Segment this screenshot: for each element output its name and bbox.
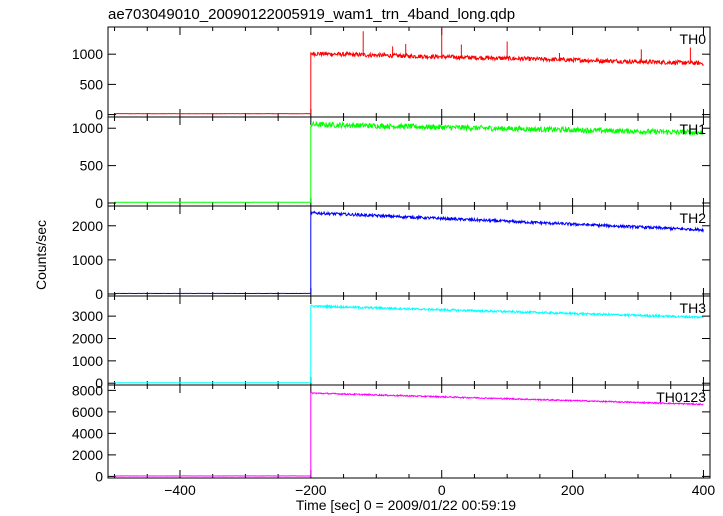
y-tick-label: 2000 (72, 218, 103, 234)
y-axis-label: Counts/sec (33, 220, 49, 290)
series-label-th2: TH2 (680, 210, 707, 226)
y-tick-label: 500 (80, 76, 104, 92)
y-tick-label: 2000 (72, 330, 103, 346)
y-tick-label: 1000 (72, 120, 103, 136)
series-line-th3 (114, 303, 704, 384)
series-line-th1 (114, 120, 704, 203)
y-tick-label: 2000 (72, 447, 103, 463)
y-tick-label: 1000 (72, 46, 103, 62)
y-tick-label: 4000 (72, 425, 103, 441)
y-tick-label: 0 (95, 286, 103, 302)
y-tick-label: 500 (80, 158, 104, 174)
series-line-th0123 (114, 391, 704, 477)
series-label-th0: TH0 (680, 31, 707, 47)
x-tick-label: 0 (438, 482, 446, 498)
x-tick-label: −200 (295, 482, 327, 498)
y-tick-label: 0 (95, 107, 103, 123)
panel-frame-th3 (107, 295, 711, 386)
x-tick-label: 200 (561, 482, 585, 498)
y-tick-label: 1000 (72, 252, 103, 268)
series-label-th0123: TH0123 (656, 389, 706, 405)
y-tick-label: 3000 (72, 308, 103, 324)
y-tick-label: 0 (95, 468, 103, 484)
y-tick-label: 6000 (72, 404, 103, 420)
panel-frame-th0 (107, 26, 711, 118)
series-line-th2 (114, 210, 704, 295)
y-tick-label: 0 (95, 195, 103, 211)
series-label-th3: TH3 (680, 300, 707, 316)
chart-title: ae703049010_20090122005919_wam1_trn_4ban… (108, 6, 515, 23)
y-tick-label: 0 (95, 375, 103, 391)
series-label-th1: TH1 (680, 121, 707, 137)
x-tick-label: 400 (692, 482, 716, 498)
panel-frame-th0123 (107, 384, 711, 479)
x-tick-label: −400 (164, 482, 196, 498)
y-tick-label: 8000 (72, 382, 103, 398)
x-axis-label: Time [sec] 0 = 2009/01/22 00:59:19 (296, 497, 516, 513)
y-tick-label: 1000 (72, 353, 103, 369)
panel-frame-th2 (107, 205, 711, 297)
series-line-th0 (114, 50, 704, 115)
